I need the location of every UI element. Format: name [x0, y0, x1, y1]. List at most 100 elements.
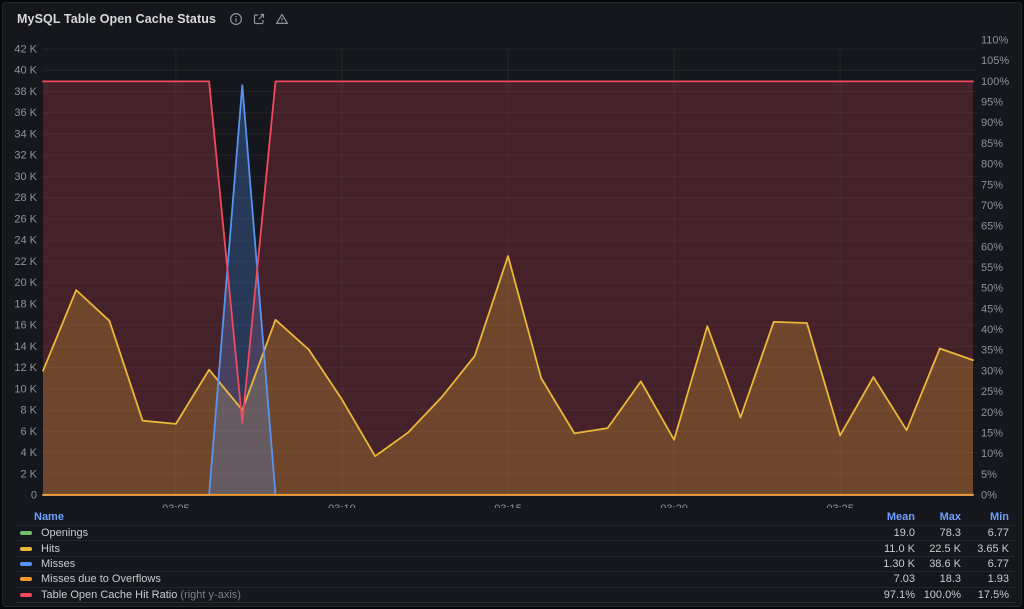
left-axis-tick-label: 8 K	[20, 405, 37, 417]
left-axis-tick-label: 38 K	[14, 86, 37, 98]
left-axis-tick-label: 22 K	[14, 256, 37, 268]
left-axis-tick-label: 30 K	[14, 171, 37, 183]
right-axis-tick-label: 10%	[981, 448, 1003, 460]
right-axis-tick-label: 90%	[981, 117, 1003, 129]
right-axis-tick-label: 45%	[981, 303, 1003, 315]
external-link-icon[interactable]	[252, 12, 266, 26]
legend-table: Name Mean Max Min Openings 19.0 78.3 6.77 Hi…	[16, 508, 1015, 603]
area-fill-hits	[43, 256, 973, 495]
series-mean-value: 1.30 K	[883, 557, 915, 570]
left-axis-tick-label: 10 K	[14, 383, 37, 395]
right-axis-tick-label: 65%	[981, 221, 1003, 233]
left-axis-tick-label: 36 K	[14, 107, 37, 119]
series-min-value: 1.93	[987, 573, 1009, 586]
right-axis-tick-label: 20%	[981, 407, 1003, 419]
left-axis-tick-label: 20 K	[14, 277, 37, 289]
left-axis-tick-label: 34 K	[14, 128, 37, 140]
series-color-swatch[interactable]	[20, 531, 32, 536]
legend-row[interactable]: Misses due to Overflows 7.03 18.3 1.93	[16, 571, 1015, 586]
series-mean-value: 19.0	[893, 527, 915, 540]
series-max-value: 38.6 K	[929, 557, 961, 570]
series-name-label[interactable]: Misses	[41, 557, 76, 570]
series-line-hits[interactable]	[42, 255, 974, 458]
legend-row[interactable]: Openings 19.0 78.3 6.77	[16, 525, 1015, 540]
left-axis-tick-label: 26 K	[14, 213, 37, 225]
series-min-value: 3.65 K	[977, 542, 1009, 555]
series-min-value: 6.77	[987, 557, 1009, 570]
right-axis-tick-label: 80%	[981, 159, 1003, 171]
series-color-swatch[interactable]	[20, 546, 32, 551]
series-color-swatch[interactable]	[20, 592, 32, 597]
legend-row[interactable]: Misses 1.30 K 38.6 K 6.77	[16, 555, 1015, 571]
left-axis-tick-label: 42 K	[14, 44, 37, 56]
series-max-value: 18.3	[939, 573, 961, 586]
right-axis-tick-label: 40%	[981, 324, 1003, 336]
left-axis-tick-label: 18 K	[14, 298, 37, 310]
left-axis-tick-label: 2 K	[20, 468, 37, 480]
legend-header-row: Name Mean Max Min	[16, 508, 1015, 525]
x-axis-tick-label: 03:10	[328, 503, 356, 508]
timeseries-chart[interactable]: 0 2 K 4 K 6 K 8 K 10 K 12 K 14 K 16 K 18 K 20 K 22 …	[3, 3, 1024, 509]
right-axis-tick-label: 50%	[981, 283, 1003, 295]
legend-header-mean[interactable]: Mean	[886, 510, 915, 523]
panel-title[interactable]: MySQL Table Open Cache Status	[17, 12, 217, 26]
legend-row[interactable]: Table Open Cache Hit Ratio (right y-axis…	[16, 586, 1015, 602]
series-max-value: 100.0%	[923, 588, 961, 601]
left-axis-tick-label: 24 K	[14, 235, 37, 247]
x-axis-tick-label: 03:20	[660, 503, 688, 508]
left-axis-tick-label: 4 K	[20, 447, 37, 459]
series-name-label[interactable]: Hits	[41, 542, 60, 555]
legend-row[interactable]: Hits 11.0 K 22.5 K 3.65 K	[16, 540, 1015, 555]
right-axis-tick-label: 60%	[981, 241, 1003, 253]
series-name-label[interactable]: Table Open Cache Hit Ratio (right y-axis…	[41, 588, 241, 601]
series-name-label[interactable]: Misses due to Overflows	[41, 573, 161, 586]
series-mean-value: 7.03	[893, 573, 915, 586]
left-axis-tick-label: 16 K	[14, 320, 37, 332]
x-axis-tick-label: 03:15	[494, 503, 522, 508]
right-axis-tick-label: 25%	[981, 386, 1003, 398]
series-name-label[interactable]: Openings	[41, 527, 89, 540]
area-fill-table-open-cache-hit-ratio	[43, 81, 973, 496]
x-axis-tick-label: 03:25	[826, 503, 854, 508]
series-color-swatch[interactable]	[20, 561, 32, 566]
legend-header-name[interactable]: Name	[34, 510, 64, 523]
right-axis-tick-label: 5%	[981, 469, 997, 481]
series-line-table-open-cache-hit-ratio[interactable]	[42, 80, 974, 424]
series-mean-value: 11.0 K	[884, 542, 915, 555]
left-axis-tick-label: 14 K	[14, 341, 37, 353]
left-axis-tick-label: 28 K	[14, 192, 37, 204]
right-axis-tick-label: 35%	[981, 345, 1003, 357]
series-mean-value: 97.1%	[883, 588, 915, 601]
right-axis-tick-label: 100%	[981, 76, 1009, 88]
right-axis-tick-label: 15%	[981, 427, 1003, 439]
left-axis-tick-label: 6 K	[20, 426, 37, 438]
series-max-value: 78.3	[939, 527, 961, 540]
legend-header-max[interactable]: Max	[939, 510, 961, 523]
left-axis-tick-label: 32 K	[14, 150, 37, 162]
left-axis-tick-label: 12 K	[14, 362, 37, 374]
right-axis-tick-label: 95%	[981, 97, 1003, 109]
panel-header-icons	[229, 12, 289, 26]
right-axis-tick-label: 85%	[981, 138, 1003, 150]
series-max-value: 22.5 K	[929, 542, 961, 555]
panel-header: MySQL Table Open Cache Status	[17, 9, 289, 29]
left-axis-tick-label: 40 K	[14, 65, 37, 77]
series-color-swatch[interactable]	[20, 577, 32, 582]
warning-icon[interactable]	[275, 12, 289, 26]
x-axis-tick-label: 03:05	[162, 503, 190, 508]
series-name-suffix: (right y-axis)	[177, 588, 241, 601]
info-icon[interactable]	[229, 12, 243, 26]
left-axis-tick-label: 0	[31, 490, 37, 502]
right-axis-tick-label: 55%	[981, 262, 1003, 274]
right-axis-tick-label: 0%	[981, 490, 997, 502]
right-axis-tick-label: 75%	[981, 179, 1003, 191]
series-min-value: 6.77	[987, 527, 1009, 540]
right-axis-tick-label: 110%	[981, 35, 1009, 47]
right-axis-tick-label: 30%	[981, 365, 1003, 377]
legend-header-min[interactable]: Min	[990, 510, 1009, 523]
series-min-value: 17.5%	[977, 588, 1009, 601]
right-axis-tick-label: 105%	[981, 55, 1009, 67]
right-axis-tick-label: 70%	[981, 200, 1003, 212]
legend-rows: Openings 19.0 78.3 6.77 Hits 11.0 K 22.5 K 3.65…	[16, 525, 1015, 602]
